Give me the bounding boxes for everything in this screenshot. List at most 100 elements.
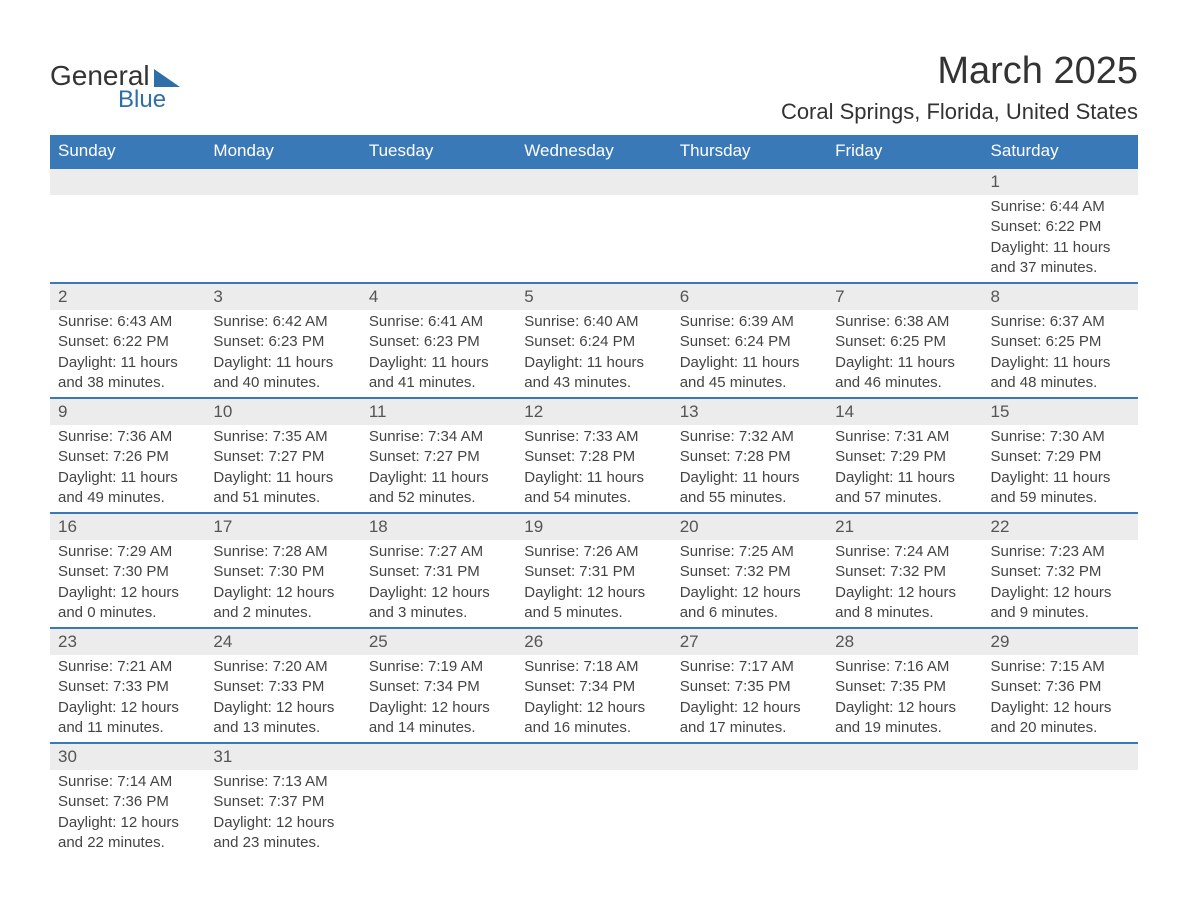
sunset-text: Sunset: 7:32 PM — [680, 562, 819, 582]
title-month: March 2025 — [781, 50, 1138, 93]
daylight-text: Daylight: 12 hours — [213, 698, 352, 718]
day-content-cell: Sunrise: 6:41 AMSunset: 6:23 PMDaylight:… — [361, 310, 516, 398]
daylight-text: and 41 minutes. — [369, 373, 508, 393]
day-content-cell: Sunrise: 6:39 AMSunset: 6:24 PMDaylight:… — [672, 310, 827, 398]
day-content-row: Sunrise: 7:36 AMSunset: 7:26 PMDaylight:… — [50, 425, 1138, 513]
sunrise-text: Sunrise: 7:21 AM — [58, 657, 197, 677]
day-number-cell: 2 — [50, 283, 205, 310]
sunrise-text: Sunrise: 7:30 AM — [991, 427, 1130, 447]
day-content-cell: Sunrise: 6:40 AMSunset: 6:24 PMDaylight:… — [516, 310, 671, 398]
day-content-cell: Sunrise: 7:18 AMSunset: 7:34 PMDaylight:… — [516, 655, 671, 743]
weekday-header: Thursday — [672, 135, 827, 168]
day-content-cell: Sunrise: 7:27 AMSunset: 7:31 PMDaylight:… — [361, 540, 516, 628]
calendar-table: Sunday Monday Tuesday Wednesday Thursday… — [50, 135, 1138, 857]
daylight-text: and 19 minutes. — [835, 718, 974, 738]
daylight-text: and 9 minutes. — [991, 603, 1130, 623]
daylight-text: and 14 minutes. — [369, 718, 508, 738]
day-content-cell: Sunrise: 6:42 AMSunset: 6:23 PMDaylight:… — [205, 310, 360, 398]
daylight-text: and 40 minutes. — [213, 373, 352, 393]
day-number-cell — [205, 168, 360, 195]
day-number-cell — [516, 168, 671, 195]
sunrise-text: Sunrise: 7:27 AM — [369, 542, 508, 562]
daylight-text: and 3 minutes. — [369, 603, 508, 623]
sunset-text: Sunset: 6:25 PM — [991, 332, 1130, 352]
daylight-text: and 22 minutes. — [58, 833, 197, 853]
sunset-text: Sunset: 7:36 PM — [58, 792, 197, 812]
sunrise-text: Sunrise: 6:44 AM — [991, 197, 1130, 217]
day-content-cell: Sunrise: 7:33 AMSunset: 7:28 PMDaylight:… — [516, 425, 671, 513]
sunset-text: Sunset: 6:22 PM — [58, 332, 197, 352]
day-content-cell: Sunrise: 6:37 AMSunset: 6:25 PMDaylight:… — [983, 310, 1138, 398]
daylight-text: and 54 minutes. — [524, 488, 663, 508]
sunrise-text: Sunrise: 7:26 AM — [524, 542, 663, 562]
sunset-text: Sunset: 7:29 PM — [991, 447, 1130, 467]
daylight-text: Daylight: 11 hours — [369, 468, 508, 488]
sunrise-text: Sunrise: 6:43 AM — [58, 312, 197, 332]
day-content-cell — [516, 770, 671, 857]
day-content-cell — [361, 770, 516, 857]
day-content-cell: Sunrise: 7:30 AMSunset: 7:29 PMDaylight:… — [983, 425, 1138, 513]
sunset-text: Sunset: 7:34 PM — [524, 677, 663, 697]
day-number-cell: 8 — [983, 283, 1138, 310]
sunset-text: Sunset: 7:35 PM — [680, 677, 819, 697]
day-number-cell: 12 — [516, 398, 671, 425]
daylight-text: Daylight: 12 hours — [835, 698, 974, 718]
sunrise-text: Sunrise: 7:13 AM — [213, 772, 352, 792]
calendar-body: 1 Sunrise: 6:44 AMSunset: 6:22 PMDayligh… — [50, 168, 1138, 857]
daylight-text: and 37 minutes. — [991, 258, 1130, 278]
sunrise-text: Sunrise: 7:19 AM — [369, 657, 508, 677]
day-number-cell: 29 — [983, 628, 1138, 655]
sunset-text: Sunset: 6:23 PM — [213, 332, 352, 352]
day-number-cell: 26 — [516, 628, 671, 655]
day-number-cell: 19 — [516, 513, 671, 540]
sunset-text: Sunset: 7:37 PM — [213, 792, 352, 812]
daylight-text: and 13 minutes. — [213, 718, 352, 738]
daylight-text: Daylight: 11 hours — [58, 353, 197, 373]
day-number-row: 1 — [50, 168, 1138, 195]
sunset-text: Sunset: 6:24 PM — [680, 332, 819, 352]
day-content-cell: Sunrise: 6:44 AMSunset: 6:22 PMDaylight:… — [983, 195, 1138, 283]
sunset-text: Sunset: 7:27 PM — [213, 447, 352, 467]
daylight-text: and 46 minutes. — [835, 373, 974, 393]
sunrise-text: Sunrise: 7:25 AM — [680, 542, 819, 562]
day-number-cell: 9 — [50, 398, 205, 425]
day-number-cell: 27 — [672, 628, 827, 655]
sunset-text: Sunset: 7:28 PM — [524, 447, 663, 467]
sunset-text: Sunset: 7:32 PM — [991, 562, 1130, 582]
daylight-text: Daylight: 12 hours — [58, 583, 197, 603]
daylight-text: Daylight: 12 hours — [991, 698, 1130, 718]
daylight-text: Daylight: 12 hours — [680, 583, 819, 603]
logo: General Blue — [50, 60, 180, 114]
day-content-cell: Sunrise: 7:23 AMSunset: 7:32 PMDaylight:… — [983, 540, 1138, 628]
day-content-cell: Sunrise: 7:19 AMSunset: 7:34 PMDaylight:… — [361, 655, 516, 743]
daylight-text: Daylight: 12 hours — [991, 583, 1130, 603]
weekday-header: Tuesday — [361, 135, 516, 168]
daylight-text: and 59 minutes. — [991, 488, 1130, 508]
day-content-row: Sunrise: 7:29 AMSunset: 7:30 PMDaylight:… — [50, 540, 1138, 628]
sunrise-text: Sunrise: 6:37 AM — [991, 312, 1130, 332]
sunrise-text: Sunrise: 7:16 AM — [835, 657, 974, 677]
day-number-cell: 10 — [205, 398, 360, 425]
daylight-text: Daylight: 11 hours — [680, 353, 819, 373]
sunset-text: Sunset: 7:35 PM — [835, 677, 974, 697]
day-number-cell: 25 — [361, 628, 516, 655]
daylight-text: and 49 minutes. — [58, 488, 197, 508]
day-content-row: Sunrise: 6:43 AMSunset: 6:22 PMDaylight:… — [50, 310, 1138, 398]
daylight-text: Daylight: 12 hours — [524, 698, 663, 718]
sunrise-text: Sunrise: 6:42 AM — [213, 312, 352, 332]
day-content-cell: Sunrise: 7:32 AMSunset: 7:28 PMDaylight:… — [672, 425, 827, 513]
sunrise-text: Sunrise: 7:33 AM — [524, 427, 663, 447]
daylight-text: Daylight: 12 hours — [213, 813, 352, 833]
sunrise-text: Sunrise: 7:32 AM — [680, 427, 819, 447]
day-number-cell: 30 — [50, 743, 205, 770]
day-content-cell: Sunrise: 7:36 AMSunset: 7:26 PMDaylight:… — [50, 425, 205, 513]
sunset-text: Sunset: 6:25 PM — [835, 332, 974, 352]
sunset-text: Sunset: 7:33 PM — [58, 677, 197, 697]
day-content-cell: Sunrise: 7:26 AMSunset: 7:31 PMDaylight:… — [516, 540, 671, 628]
daylight-text: Daylight: 11 hours — [524, 353, 663, 373]
day-number-cell: 18 — [361, 513, 516, 540]
day-content-cell: Sunrise: 6:38 AMSunset: 6:25 PMDaylight:… — [827, 310, 982, 398]
daylight-text: and 52 minutes. — [369, 488, 508, 508]
daylight-text: and 23 minutes. — [213, 833, 352, 853]
sunrise-text: Sunrise: 6:38 AM — [835, 312, 974, 332]
